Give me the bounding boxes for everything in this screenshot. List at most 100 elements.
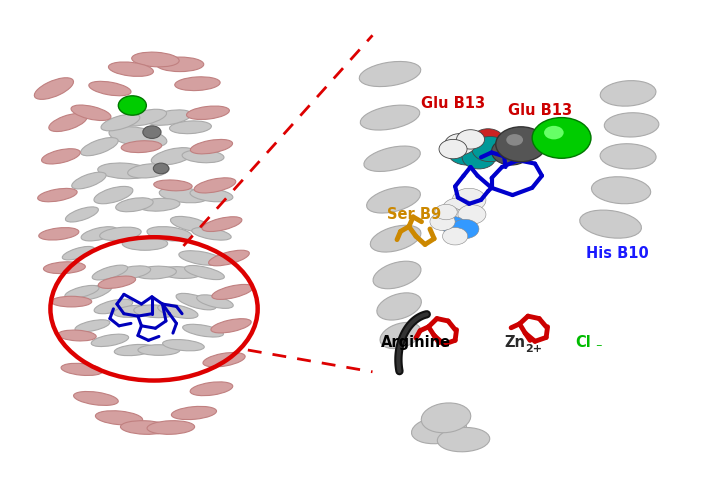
Text: Arginine: Arginine — [381, 335, 451, 350]
Circle shape — [440, 216, 465, 234]
Ellipse shape — [203, 353, 245, 367]
Ellipse shape — [159, 266, 201, 279]
Ellipse shape — [41, 149, 80, 164]
Ellipse shape — [211, 318, 251, 333]
Text: Cl: Cl — [576, 335, 591, 350]
Ellipse shape — [89, 81, 131, 96]
Ellipse shape — [176, 293, 216, 310]
Ellipse shape — [65, 207, 98, 222]
Ellipse shape — [120, 421, 169, 434]
Ellipse shape — [147, 226, 192, 241]
Circle shape — [442, 198, 473, 219]
Ellipse shape — [600, 81, 656, 106]
Ellipse shape — [411, 416, 467, 444]
Text: Glu B13: Glu B13 — [508, 103, 573, 118]
Ellipse shape — [160, 187, 207, 203]
Ellipse shape — [79, 284, 112, 300]
Text: Zn: Zn — [504, 335, 525, 350]
Circle shape — [491, 138, 531, 165]
Ellipse shape — [63, 246, 94, 260]
Ellipse shape — [212, 284, 253, 300]
Circle shape — [153, 163, 169, 174]
Ellipse shape — [71, 105, 111, 120]
Ellipse shape — [600, 144, 656, 169]
Ellipse shape — [100, 227, 141, 241]
Ellipse shape — [116, 198, 153, 212]
Ellipse shape — [75, 320, 110, 332]
Circle shape — [458, 205, 486, 224]
Ellipse shape — [186, 106, 229, 119]
Ellipse shape — [172, 406, 217, 420]
Ellipse shape — [123, 109, 167, 126]
Ellipse shape — [65, 285, 99, 299]
Ellipse shape — [162, 339, 205, 351]
Ellipse shape — [373, 261, 421, 289]
Ellipse shape — [437, 428, 490, 452]
Ellipse shape — [101, 114, 140, 131]
Ellipse shape — [98, 276, 136, 288]
Circle shape — [496, 127, 546, 162]
Circle shape — [544, 126, 564, 139]
Ellipse shape — [115, 344, 155, 356]
Ellipse shape — [175, 77, 220, 91]
Ellipse shape — [605, 112, 659, 137]
Ellipse shape — [111, 266, 150, 279]
Circle shape — [506, 134, 523, 146]
Circle shape — [447, 138, 486, 165]
Ellipse shape — [61, 363, 103, 375]
Circle shape — [455, 132, 497, 161]
Ellipse shape — [364, 146, 420, 171]
Circle shape — [452, 188, 486, 211]
Ellipse shape — [38, 188, 77, 202]
Circle shape — [472, 129, 503, 150]
Text: His B10: His B10 — [586, 245, 649, 261]
Ellipse shape — [94, 187, 133, 204]
Ellipse shape — [128, 164, 169, 178]
Ellipse shape — [121, 141, 162, 152]
Ellipse shape — [169, 121, 212, 134]
Ellipse shape — [202, 217, 242, 231]
Text: Ser B9: Ser B9 — [387, 207, 441, 222]
Ellipse shape — [134, 305, 177, 318]
Ellipse shape — [72, 172, 106, 189]
Ellipse shape — [131, 52, 179, 67]
Circle shape — [456, 130, 484, 149]
Text: ⁻: ⁻ — [595, 342, 602, 356]
Ellipse shape — [151, 148, 195, 165]
Circle shape — [532, 117, 591, 158]
Ellipse shape — [147, 421, 195, 434]
Ellipse shape — [49, 113, 87, 131]
Ellipse shape — [183, 324, 224, 337]
Ellipse shape — [108, 62, 153, 76]
Ellipse shape — [51, 296, 91, 307]
Circle shape — [442, 227, 467, 245]
Ellipse shape — [138, 345, 180, 356]
Text: Glu B13: Glu B13 — [421, 95, 485, 111]
Ellipse shape — [98, 163, 150, 179]
Ellipse shape — [580, 210, 641, 238]
Ellipse shape — [367, 187, 420, 213]
Ellipse shape — [96, 411, 143, 425]
Ellipse shape — [359, 61, 421, 87]
Circle shape — [444, 133, 475, 155]
Circle shape — [118, 96, 146, 115]
Circle shape — [439, 139, 467, 159]
Ellipse shape — [191, 139, 233, 154]
Ellipse shape — [39, 227, 79, 240]
Ellipse shape — [370, 225, 421, 252]
Ellipse shape — [421, 403, 471, 433]
Ellipse shape — [170, 216, 210, 232]
Circle shape — [430, 213, 455, 230]
Ellipse shape — [377, 293, 421, 320]
Ellipse shape — [182, 150, 224, 163]
Circle shape — [446, 209, 477, 231]
Ellipse shape — [209, 250, 250, 266]
Text: 2+: 2+ — [525, 344, 542, 354]
Ellipse shape — [74, 392, 118, 405]
Ellipse shape — [197, 295, 233, 308]
Circle shape — [143, 126, 161, 138]
Ellipse shape — [58, 330, 96, 341]
Ellipse shape — [92, 265, 128, 280]
Ellipse shape — [380, 322, 421, 349]
Ellipse shape — [185, 265, 224, 280]
